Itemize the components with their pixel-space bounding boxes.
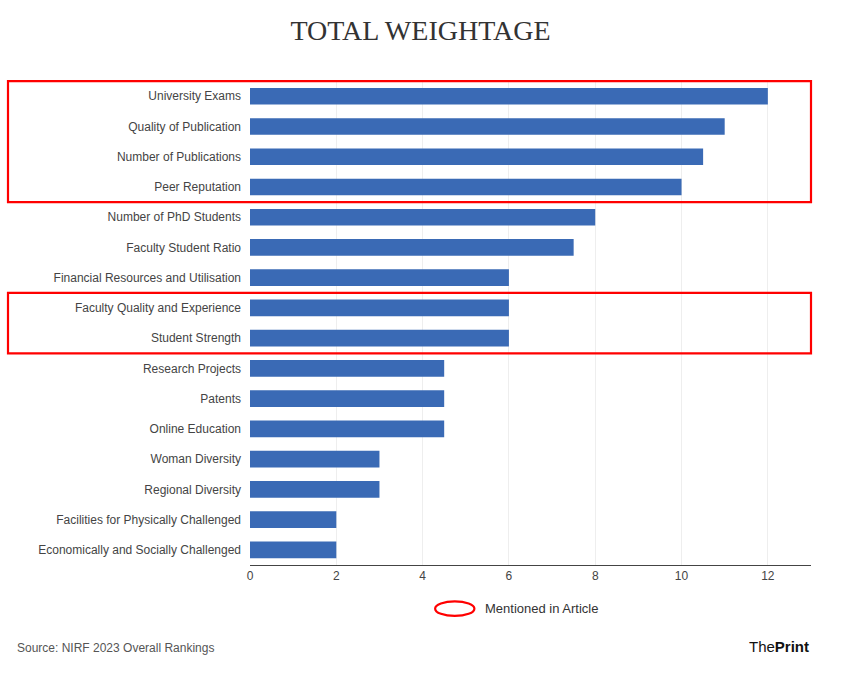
svg-text:Faculty Student Ratio: Faculty Student Ratio — [126, 241, 241, 255]
svg-text:Number of Publications: Number of Publications — [117, 150, 241, 164]
svg-text:8: 8 — [592, 569, 599, 583]
svg-text:University Exams: University Exams — [148, 89, 241, 103]
svg-text:Number of PhD Students: Number of PhD Students — [108, 210, 241, 224]
svg-text:Research Projects: Research Projects — [143, 362, 241, 376]
svg-text:Woman Diversity: Woman Diversity — [151, 452, 241, 466]
svg-text:Quality of Publication: Quality of Publication — [128, 120, 241, 134]
svg-text:Source: NIRF 2023 Overall Rank: Source: NIRF 2023 Overall Rankings — [17, 641, 214, 655]
svg-text:Facilities for Physically Chal: Facilities for Physically Challenged — [56, 513, 241, 527]
svg-text:TOTAL WEIGHTAGE: TOTAL WEIGHTAGE — [290, 15, 550, 46]
svg-text:Financial Resources and Utilis: Financial Resources and Utilisation — [54, 271, 241, 285]
svg-text:Patents: Patents — [200, 392, 241, 406]
svg-text:4: 4 — [419, 569, 426, 583]
svg-text:Student Strength: Student Strength — [151, 331, 241, 345]
svg-text:2: 2 — [333, 569, 340, 583]
svg-text:Faculty Quality and Experience: Faculty Quality and Experience — [75, 301, 241, 315]
svg-text:12: 12 — [761, 569, 775, 583]
svg-text:Peer Reputation: Peer Reputation — [154, 180, 241, 194]
svg-text:Regional Diversity: Regional Diversity — [144, 483, 241, 497]
svg-text:6: 6 — [506, 569, 513, 583]
svg-text:Mentioned in Article: Mentioned in Article — [485, 601, 598, 616]
svg-text:Online Education: Online Education — [150, 422, 241, 436]
svg-text:Economically and Socially Chal: Economically and Socially Challenged — [38, 543, 241, 557]
svg-text:0: 0 — [247, 569, 254, 583]
svg-text:ThePrint: ThePrint — [749, 638, 809, 655]
svg-text:10: 10 — [675, 569, 689, 583]
